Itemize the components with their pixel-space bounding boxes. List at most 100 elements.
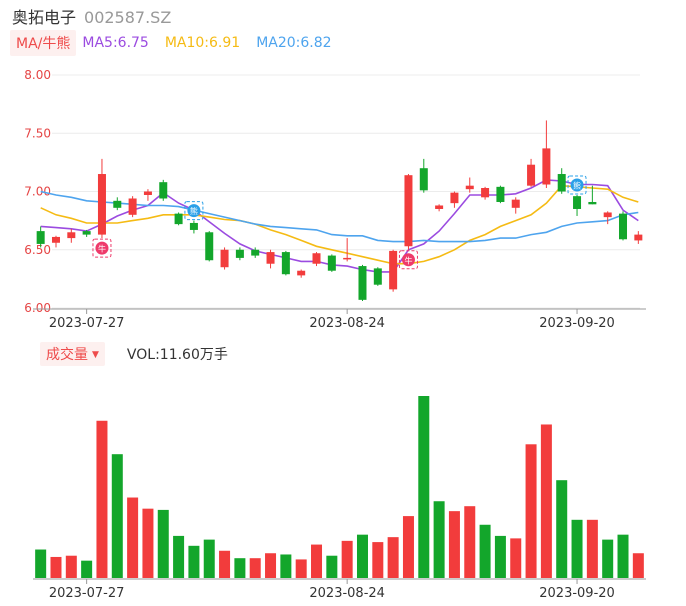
volume-bar	[356, 534, 368, 578]
candle-body	[327, 255, 336, 271]
volume-bar-chart[interactable]: 2023-07-27 2023-08-24 2023-09-20	[0, 366, 686, 606]
ma-indicator-selector[interactable]: MA/牛熊	[10, 30, 77, 56]
volume-bar	[571, 519, 583, 578]
volume-label: 成交量	[46, 347, 88, 363]
candle	[189, 220, 198, 234]
candle-body	[67, 232, 76, 239]
candle	[220, 247, 229, 270]
volume-bar	[280, 554, 292, 578]
candle-body	[588, 201, 597, 205]
candle	[281, 250, 290, 276]
signal-marker: 熊	[567, 175, 587, 195]
volume-bar	[219, 550, 231, 578]
candle	[358, 264, 367, 302]
candle-body	[174, 213, 183, 225]
candle-body	[603, 212, 612, 218]
candle-body	[557, 174, 566, 192]
candle-body	[634, 234, 643, 241]
volume-bar	[188, 545, 200, 578]
volume-bar	[602, 539, 614, 578]
volume-bar	[265, 553, 277, 578]
marker-label: 牛	[98, 244, 106, 254]
y-tick-label: 6.50	[24, 243, 51, 257]
candle	[97, 158, 106, 239]
volume-bar	[540, 424, 552, 578]
candle	[327, 254, 336, 272]
candle	[450, 191, 459, 208]
candle-body	[113, 200, 122, 208]
candle-body	[159, 182, 168, 199]
volume-bar	[556, 480, 568, 578]
volume-bar	[50, 556, 62, 578]
marker-dot	[95, 241, 109, 255]
candle	[67, 228, 76, 243]
candle	[343, 238, 352, 262]
volume-bar	[494, 535, 506, 578]
candle-body	[205, 232, 214, 261]
volume-bar	[111, 454, 123, 578]
candle-body	[189, 222, 198, 230]
candle	[36, 226, 45, 248]
candle	[113, 197, 122, 211]
candle	[481, 186, 490, 200]
candle	[511, 197, 520, 214]
marker-frame	[398, 250, 418, 270]
stock-header: 奥拓电子 002587.SZ	[12, 4, 171, 28]
y-tick-label: 7.50	[24, 126, 51, 140]
candle	[205, 231, 214, 262]
candle	[619, 211, 628, 241]
volume-indicator-selector[interactable]: 成交量 ▼	[40, 342, 105, 366]
volume-x-tick-label: 2023-08-24	[309, 586, 385, 601]
marker-frame	[184, 201, 204, 221]
marker-dot	[401, 253, 415, 267]
candle-body	[51, 236, 60, 243]
candle	[603, 211, 612, 225]
candle-body	[527, 164, 536, 186]
volume-bar	[525, 444, 537, 578]
marker-frame	[92, 238, 112, 258]
volume-legend: 成交量 ▼ VOL:11.60万手	[40, 342, 228, 366]
volume-bar	[311, 544, 323, 578]
volume-bar	[479, 524, 491, 578]
ma10-line	[40, 184, 639, 265]
volume-bar	[326, 555, 338, 578]
candle-body	[128, 198, 137, 215]
candle-body	[312, 253, 321, 264]
stock-name: 奥拓电子	[12, 8, 77, 27]
volume-bar	[127, 497, 139, 578]
candle-body	[358, 266, 367, 300]
volume-bar	[249, 558, 261, 578]
volume-bar	[65, 555, 77, 578]
candle-body	[435, 205, 444, 209]
volume-bar	[81, 560, 93, 578]
candle-body	[419, 168, 428, 191]
candle	[251, 247, 260, 258]
candle	[159, 179, 168, 201]
candle	[527, 158, 536, 187]
marker-label: 熊	[573, 180, 581, 190]
volume-bar	[617, 534, 629, 578]
candle	[389, 249, 398, 292]
candle-body	[404, 175, 413, 247]
candle-body	[143, 191, 152, 195]
ma-legend: MA/牛熊 MA5:6.75 MA10:6.91 MA20:6.82	[10, 30, 348, 56]
candle	[465, 177, 474, 193]
candle-body	[281, 252, 290, 275]
candle	[404, 174, 413, 250]
candle-body	[511, 199, 520, 208]
x-tick-label: 2023-07-27	[49, 316, 125, 330]
candle	[235, 247, 244, 261]
volume-bar	[464, 506, 476, 578]
volume-bar	[341, 540, 353, 578]
volume-bar	[387, 537, 399, 578]
candle	[51, 235, 60, 248]
volume-bar	[295, 559, 307, 578]
signal-marker: 牛	[398, 250, 418, 270]
candle-body	[251, 249, 260, 256]
candle-body	[481, 188, 490, 198]
volume-bar	[142, 508, 154, 578]
marker-dot	[570, 178, 584, 192]
volume-bar	[173, 535, 185, 578]
ma10-legend: MA10:6.91	[164, 35, 241, 51]
